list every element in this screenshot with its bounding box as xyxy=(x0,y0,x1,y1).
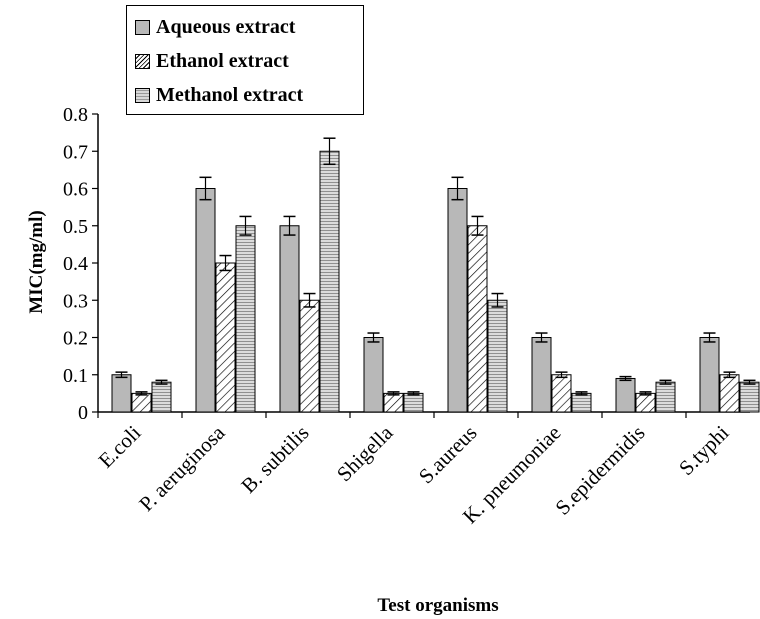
bar-ethanol-6 xyxy=(635,392,656,413)
bar-ethanol-2 xyxy=(299,299,320,413)
bar-ethanol-0 xyxy=(131,392,152,413)
bar-methanol-4 xyxy=(487,299,508,413)
bar-aqueous-5 xyxy=(531,337,552,413)
legend-swatch-methanol xyxy=(135,87,150,103)
legend-label-methanol: Methanol extract xyxy=(156,83,304,106)
bar-aqueous-2 xyxy=(279,225,300,413)
x-tick-label: P. aeruginosa xyxy=(134,420,230,516)
bar-aqueous-1 xyxy=(195,188,216,413)
legend-item-ethanol: Ethanol extract xyxy=(135,46,289,76)
x-tick-label: S.epidermidis xyxy=(550,421,649,520)
legend: Aqueous extract Ethanol extract Methanol… xyxy=(126,5,364,115)
y-tick-label: 0.8 xyxy=(63,104,88,126)
axes xyxy=(92,113,750,418)
bar-methanol-6 xyxy=(655,381,676,413)
legend-swatch-aqueous xyxy=(135,19,150,35)
bar-methanol-0 xyxy=(151,381,172,413)
y-tick-label: 0.1 xyxy=(63,365,88,387)
bar-methanol-3 xyxy=(403,392,424,413)
legend-swatch-ethanol xyxy=(135,53,150,69)
y-tick-label: 0 xyxy=(78,402,88,424)
bar-ethanol-7 xyxy=(719,374,740,413)
bar-ethanol-5 xyxy=(551,374,572,413)
bar-aqueous-6 xyxy=(615,377,636,413)
bar-methanol-2 xyxy=(319,150,340,413)
y-axis-title: MIC(mg/ml) xyxy=(26,210,47,313)
y-tick-label: 0.2 xyxy=(63,328,88,350)
bar-ethanol-1 xyxy=(215,262,236,413)
y-tick-label: 0.6 xyxy=(63,179,88,201)
x-tick-label: S.typhi xyxy=(674,420,734,480)
bar-methanol-7 xyxy=(739,381,760,413)
x-tick-label: Shigella xyxy=(332,420,398,486)
legend-label-ethanol: Ethanol extract xyxy=(156,49,289,72)
x-tick-label: B. subtilis xyxy=(236,421,313,498)
y-tick-label: 0.4 xyxy=(63,253,88,275)
bar-aqueous-0 xyxy=(111,374,132,413)
legend-item-aqueous: Aqueous extract xyxy=(135,12,295,42)
y-tick-label: 0.3 xyxy=(63,290,88,312)
legend-label-aqueous: Aqueous extract xyxy=(156,15,296,38)
legend-item-methanol: Methanol extract xyxy=(135,80,303,110)
bar-methanol-1 xyxy=(235,225,256,413)
y-tick-label: 0.5 xyxy=(63,216,88,238)
x-axis-title: Test organisms xyxy=(377,595,498,616)
bar-ethanol-4 xyxy=(467,225,488,413)
x-tick-label: E.coli xyxy=(94,420,146,472)
bars xyxy=(111,137,760,413)
y-tick-label: 0.7 xyxy=(63,141,88,163)
x-tick-label: S.aureus xyxy=(414,421,482,489)
bar-ethanol-3 xyxy=(383,392,404,413)
bar-aqueous-7 xyxy=(699,337,720,413)
bar-methanol-5 xyxy=(571,392,592,413)
bar-aqueous-4 xyxy=(447,188,468,413)
bar-aqueous-3 xyxy=(363,337,384,413)
